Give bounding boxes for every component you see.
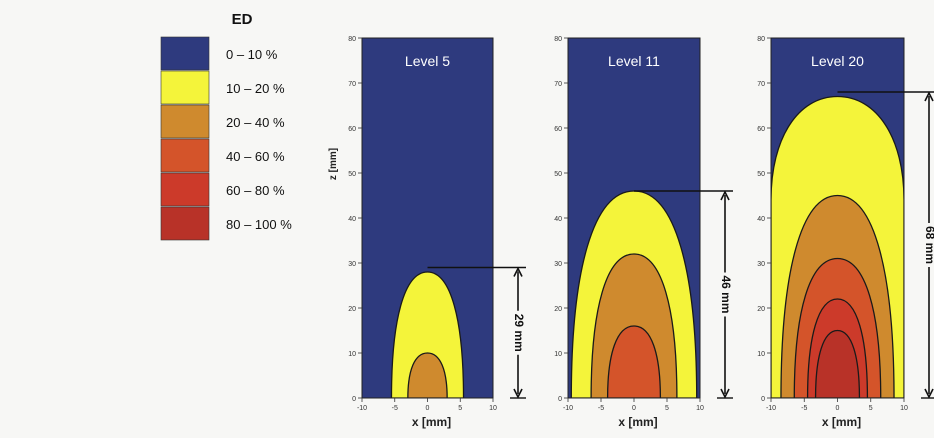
annotation-arrow-bottom (720, 388, 730, 399)
panel-title: Level 5 (405, 53, 450, 69)
y-tick-label: 20 (757, 306, 765, 313)
contour-2 (407, 352, 448, 398)
y-tick-label: 60 (348, 126, 356, 133)
y-tick-label: 10 (348, 351, 356, 358)
legend-title: ED (232, 11, 253, 28)
contour-group (771, 95, 904, 398)
annotation-label-bg (922, 223, 934, 267)
x-tick-label: 10 (489, 405, 497, 412)
y-tick-label: 10 (554, 351, 562, 358)
legend-label-2: 10 – 20 % (226, 81, 285, 96)
annotation-label: 29 mm (512, 314, 526, 352)
legend: ED 0 – 10 % 10 – 20 % 20 – 40 % 40 – 60 % 60… (160, 11, 292, 241)
legend-swatch-4 (160, 138, 210, 173)
x-tick-label: 5 (869, 405, 873, 412)
legend-label-5: 60 – 80 % (226, 183, 285, 198)
panel-2: 0 10 20 30 40 50 60 70 80 -10 -5 0 5 10 Level 11 x [mm]… (554, 36, 733, 429)
x-axis-label: x [mm] (618, 415, 657, 429)
y-tick-label: 30 (554, 261, 562, 268)
y-axis-label: z [mm] (328, 148, 339, 180)
x-tick-label: -5 (392, 405, 398, 412)
x-tick-label: -10 (563, 405, 573, 412)
y-tick-label: 0 (352, 396, 356, 403)
x-tick-label: 0 (836, 405, 840, 412)
annotation-arrow-top (924, 91, 934, 102)
y-tick-label: 20 (348, 306, 356, 313)
y-tick-label: 80 (554, 36, 562, 43)
y-tick-label: 40 (554, 216, 562, 223)
x-tick-label: 0 (632, 405, 636, 412)
x-tick-label: 0 (426, 405, 430, 412)
annotation-arrow-top (720, 190, 730, 201)
panel-1: 0 10 20 30 40 50 60 70 80 -10 -5 0 5 10 Level 5 x [mm] z… (328, 36, 526, 429)
x-tick-label: 5 (458, 405, 462, 412)
contour-5 (814, 329, 861, 398)
y-tick-label: 70 (348, 81, 356, 88)
y-tick-label: 30 (757, 261, 765, 268)
y-tick-label: 50 (348, 171, 356, 178)
x-tick-label: 5 (665, 405, 669, 412)
y-tick-label: 70 (757, 81, 765, 88)
y-tick-label: 40 (757, 216, 765, 223)
contour-group (570, 190, 698, 398)
panel-title: Level 20 (811, 53, 864, 69)
y-tick-label: 80 (757, 36, 765, 43)
panel-title: Level 11 (608, 53, 660, 69)
y-tick-label: 80 (348, 36, 356, 43)
contour-group (390, 271, 465, 398)
y-tick-label: 30 (348, 261, 356, 268)
annotation-label-bg (718, 272, 732, 317)
x-axis-label: x [mm] (822, 415, 861, 429)
y-tick-label: 0 (761, 396, 765, 403)
legend-label-1: 0 – 10 % (226, 47, 278, 62)
x-tick-label: 10 (696, 405, 704, 412)
y-tick-label: 70 (554, 81, 562, 88)
annotation-arrow-bottom (513, 388, 523, 399)
annotation-label: 46 mm (719, 275, 733, 313)
x-tick-label: -5 (801, 405, 807, 412)
x-tick-label: -10 (766, 405, 776, 412)
legend-label-3: 20 – 40 % (226, 115, 285, 130)
y-tick-label: 60 (757, 126, 765, 133)
annotation-arrow-top (513, 266, 523, 277)
legend-swatch-6 (160, 206, 210, 241)
x-tick-label: -5 (598, 405, 604, 412)
y-tick-label: 20 (554, 306, 562, 313)
annotation-label-bg (511, 310, 525, 355)
y-tick-label: 50 (757, 171, 765, 178)
legend-swatch-1 (160, 36, 210, 71)
legend-label-4: 40 – 60 % (226, 149, 285, 164)
y-tick-label: 50 (554, 171, 562, 178)
y-tick-label: 10 (757, 351, 765, 358)
legend-label-6: 80 – 100 % (226, 217, 292, 232)
x-tick-label: -10 (357, 405, 367, 412)
contour-1 (390, 271, 465, 398)
legend-swatch-3 (160, 104, 210, 139)
y-tick-label: 0 (558, 396, 562, 403)
y-tick-label: 40 (348, 216, 356, 223)
y-tick-label: 60 (554, 126, 562, 133)
annotation-arrow-bottom (924, 388, 934, 399)
contour-3 (606, 325, 662, 398)
panel-3: 0 10 20 30 40 50 60 70 80 -10 -5 0 5 10 Level 20 x [mm]… (757, 36, 934, 429)
legend-swatch-5 (160, 172, 210, 207)
annotation-label: 68 mm (923, 226, 934, 264)
x-axis-label: x [mm] (412, 415, 451, 429)
legend-swatch-2 (160, 70, 210, 105)
x-tick-label: 10 (900, 405, 908, 412)
